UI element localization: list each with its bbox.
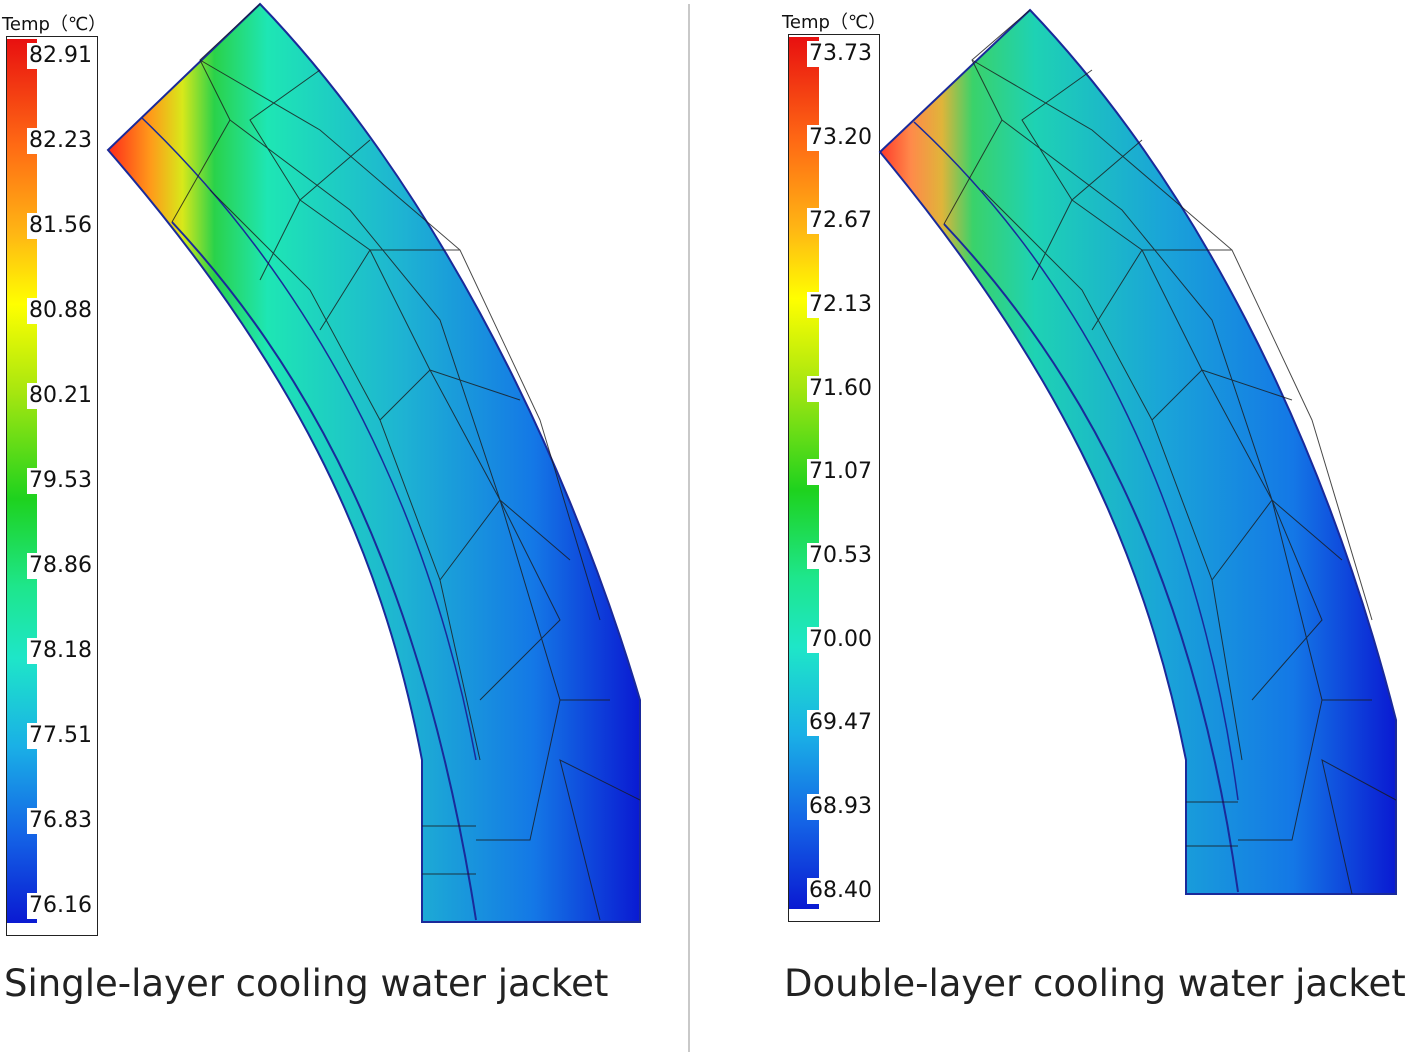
legend-tick: 78.86 xyxy=(27,553,94,579)
legend-tick: 69.47 xyxy=(807,710,874,736)
legend-title: Temp（℃） xyxy=(782,12,887,33)
layer-boundary xyxy=(141,117,477,761)
legend-tick: 71.07 xyxy=(807,459,874,485)
mesh-grid xyxy=(171,3,641,921)
legend-frame: 82.91 82.23 81.56 80.88 80.21 79.53 78.8… xyxy=(6,36,98,936)
legend-tick: 78.18 xyxy=(27,638,94,664)
legend-tick: 72.13 xyxy=(807,292,874,318)
jacket-body xyxy=(878,8,1397,895)
layer-boundary xyxy=(171,221,477,921)
legend-tick: 73.73 xyxy=(807,41,874,67)
legend-tick: 79.53 xyxy=(27,468,94,494)
legend-tick: 71.60 xyxy=(807,376,874,402)
panel-double-layer: Temp（℃） 73.73 73.20 72.67 72.13 71.60 71… xyxy=(692,0,1405,1055)
legend-tick: 76.83 xyxy=(27,808,94,834)
caption: Single-layer cooling water jacket xyxy=(4,962,609,1005)
temperature-contour-plot xyxy=(106,2,641,923)
legend-tick: 81.56 xyxy=(27,213,94,239)
temperature-contour-plot xyxy=(878,8,1397,895)
legend-tick: 82.23 xyxy=(27,128,94,154)
jacket-body xyxy=(106,2,641,923)
legend-tick: 68.40 xyxy=(807,878,874,904)
panel-divider xyxy=(688,4,690,1052)
layer-boundary xyxy=(913,121,1239,801)
legend-title: Temp（℃） xyxy=(2,14,107,35)
legend-tick: 77.51 xyxy=(27,723,94,749)
legend-tick: 80.88 xyxy=(27,298,94,324)
legend-tick: 80.21 xyxy=(27,383,94,409)
caption: Double-layer cooling water jacket xyxy=(784,962,1405,1005)
legend-tick: 70.53 xyxy=(807,543,874,569)
legend-tick: 70.00 xyxy=(807,627,874,653)
layer-boundary xyxy=(943,223,1239,893)
legend-tick: 82.91 xyxy=(27,43,94,69)
legend-frame: 73.73 73.20 72.67 72.13 71.60 71.07 70.5… xyxy=(788,34,880,922)
legend-tick: 68.93 xyxy=(807,794,874,820)
legend-tick: 76.16 xyxy=(27,893,94,919)
legend-tick: 73.20 xyxy=(807,125,874,151)
legend-tick: 72.67 xyxy=(807,208,874,234)
panel-single-layer: Temp（℃） 82.91 82.23 81.56 80.88 80.21 79… xyxy=(0,0,688,1055)
mesh-grid xyxy=(943,9,1397,895)
